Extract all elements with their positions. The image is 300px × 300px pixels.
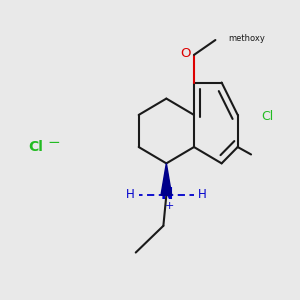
Text: H: H (126, 188, 135, 201)
Text: O: O (180, 47, 191, 60)
Polygon shape (161, 164, 172, 195)
Text: Cl: Cl (262, 110, 274, 123)
Text: +: + (165, 202, 174, 212)
Text: methoxy: methoxy (228, 34, 265, 43)
Text: Cl: Cl (28, 140, 43, 154)
Text: H: H (198, 188, 207, 201)
Text: N: N (160, 187, 172, 202)
Text: −: − (48, 135, 60, 150)
